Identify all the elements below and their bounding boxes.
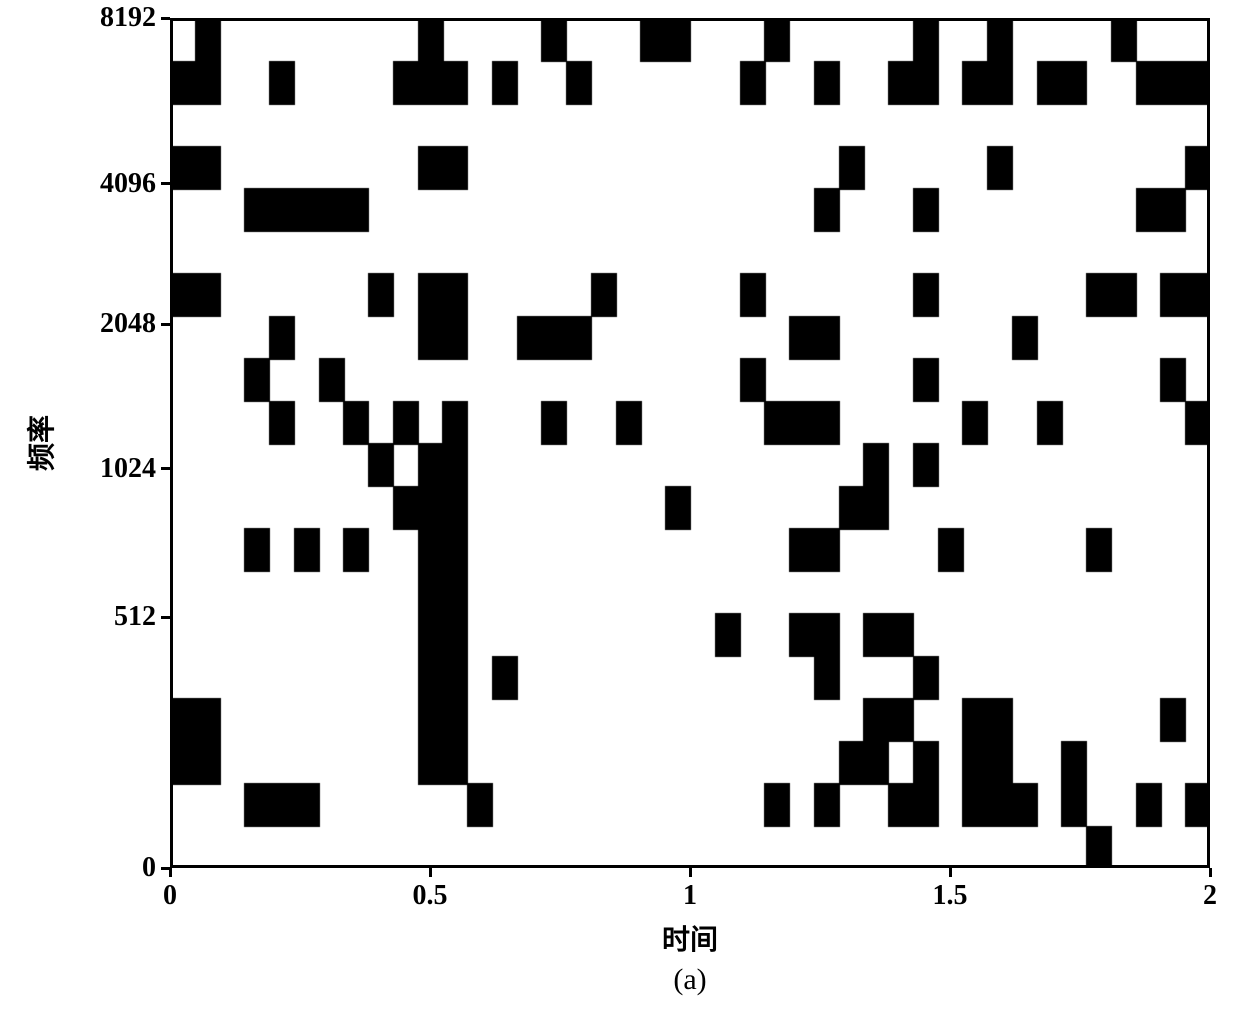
figure-root: 频率 时间 (a) 0 512 1024 2048 4096 8192 0 0.5 1 1.5 2 <box>0 0 1240 1027</box>
y-tick-label: 512 <box>114 601 156 633</box>
x-tick-label: 2 <box>1203 880 1217 912</box>
x-tick-mark <box>1209 868 1212 877</box>
y-tick-mark <box>161 182 170 185</box>
y-tick-mark <box>161 467 170 470</box>
spectrogram-plot <box>170 18 1210 868</box>
x-tick-label: 0 <box>163 880 177 912</box>
x-tick-mark <box>949 868 952 877</box>
y-tick-mark <box>161 17 170 20</box>
x-tick-mark <box>169 868 172 877</box>
subfigure-label: (a) <box>673 963 706 997</box>
y-tick-label: 1024 <box>100 453 156 485</box>
x-tick-label: 1.5 <box>933 880 968 912</box>
spectrogram-canvas <box>170 18 1210 868</box>
y-tick-mark <box>161 323 170 326</box>
x-tick-mark <box>689 868 692 877</box>
y-tick-mark <box>161 616 170 619</box>
y-tick-label: 2048 <box>100 308 156 340</box>
x-tick-label: 1 <box>683 880 697 912</box>
x-tick-label: 0.5 <box>413 880 448 912</box>
y-tick-label: 4096 <box>100 168 156 200</box>
x-axis-label: 时间 <box>662 918 718 958</box>
y-tick-label: 0 <box>142 852 156 884</box>
y-tick-label: 8192 <box>100 2 156 34</box>
y-axis-label: 频率 <box>20 415 60 471</box>
x-tick-mark <box>429 868 432 877</box>
